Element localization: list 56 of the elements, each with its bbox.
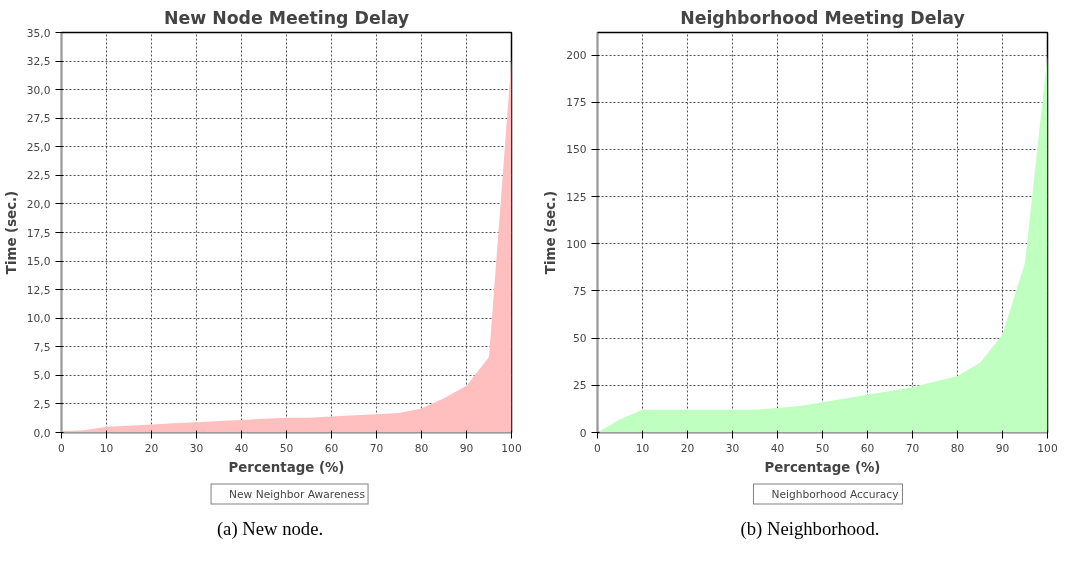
y-tick-label: 25 xyxy=(572,379,587,393)
chart-title: New Node Meeting Delay xyxy=(163,7,410,28)
text: (a) New node. xyxy=(216,517,324,541)
x-tick-label: 30 xyxy=(189,441,204,455)
x-tick-label: 30 xyxy=(725,441,740,455)
y-tick-label: 7,5 xyxy=(33,340,51,354)
y-tick-label: 17,5 xyxy=(26,226,51,240)
y-tick-label: 125 xyxy=(566,190,587,204)
x-tick-label: 90 xyxy=(459,441,474,455)
y-tick-label: 50 xyxy=(572,332,587,346)
x-tick-label: 40 xyxy=(770,441,785,455)
y-tick-label: 0 xyxy=(579,426,587,440)
x-tick-label: 100 xyxy=(501,441,522,455)
y-tick-label: 20,0 xyxy=(26,197,51,211)
y-tick-label: 0,0 xyxy=(33,426,51,440)
x-tick-label: 20 xyxy=(144,441,159,455)
x-tick-label: 70 xyxy=(905,441,920,455)
x-tick-label: 100 xyxy=(1037,441,1058,455)
x-tick-label: 90 xyxy=(995,441,1010,455)
x-tick-label: 0 xyxy=(58,441,66,455)
x-axis-title: Percentage (%) xyxy=(228,459,345,475)
x-tick-label: 40 xyxy=(234,441,249,455)
y-tick-label: 32,5 xyxy=(26,55,51,69)
y-tick-label: 5,0 xyxy=(33,369,51,383)
x-tick-label: 50 xyxy=(279,441,294,455)
y-tick-label: 150 xyxy=(566,143,587,157)
chart-title: Neighborhood Meeting Delay xyxy=(680,7,965,28)
y-tick-label: 27,5 xyxy=(26,112,51,126)
y-tick-label: 2,5 xyxy=(33,397,51,411)
x-tick-label: 80 xyxy=(414,441,429,455)
y-tick-label: 75 xyxy=(572,284,587,298)
text: New Neighbor Awareness xyxy=(229,487,365,501)
y-tick-label: 100 xyxy=(566,237,587,251)
y-tick-label: 15,0 xyxy=(26,255,51,269)
x-tick-label: 60 xyxy=(860,441,875,455)
x-tick-label: 0 xyxy=(594,441,602,455)
x-tick-label: 10 xyxy=(99,441,114,455)
x-tick-label: 80 xyxy=(950,441,965,455)
x-tick-label: 10 xyxy=(635,441,650,455)
x-tick-label: 50 xyxy=(815,441,830,455)
x-tick-label: 70 xyxy=(369,441,384,455)
y-tick-label: 25,0 xyxy=(26,140,51,154)
y-axis-title: Time (sec.) xyxy=(3,190,19,275)
text: Neighborhood Accuracy xyxy=(771,487,899,501)
y-tick-label: 200 xyxy=(566,49,587,63)
text: (b) Neighborhood. xyxy=(740,517,880,541)
y-tick-label: 35,0 xyxy=(26,26,51,40)
y-axis-title: Time (sec.) xyxy=(543,190,559,275)
y-tick-label: 22,5 xyxy=(26,169,51,183)
y-tick-label: 12,5 xyxy=(26,283,51,297)
x-tick-label: 20 xyxy=(680,441,695,455)
x-axis-title: Percentage (%) xyxy=(764,459,881,475)
x-tick-label: 60 xyxy=(324,441,339,455)
y-tick-label: 30,0 xyxy=(26,83,51,97)
y-tick-label: 175 xyxy=(566,96,587,110)
y-tick-label: 10,0 xyxy=(26,312,51,326)
